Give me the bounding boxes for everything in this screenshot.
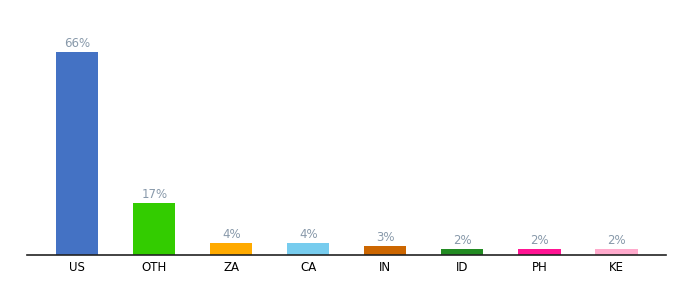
Text: 2%: 2% [530, 234, 549, 247]
Bar [595, 249, 638, 255]
Bar [518, 249, 560, 255]
Text: 3%: 3% [376, 231, 394, 244]
Bar [56, 52, 99, 255]
Text: 66%: 66% [64, 37, 90, 50]
Text: 2%: 2% [607, 234, 626, 247]
Text: 17%: 17% [141, 188, 167, 201]
Text: 2%: 2% [453, 234, 472, 247]
Text: 4%: 4% [222, 228, 241, 241]
Bar [210, 243, 252, 255]
Bar [133, 202, 175, 255]
Bar [364, 246, 407, 255]
Text: 4%: 4% [299, 228, 318, 241]
Bar [441, 249, 483, 255]
Bar [287, 243, 330, 255]
